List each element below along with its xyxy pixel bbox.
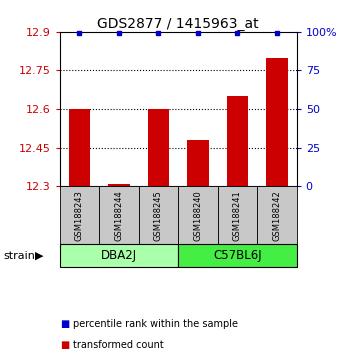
Text: ■: ■	[60, 340, 70, 350]
Bar	[187, 140, 209, 186]
Text: GSM188245: GSM188245	[154, 190, 163, 241]
Bar	[148, 109, 169, 186]
Bar	[108, 184, 130, 186]
Text: GSM188241: GSM188241	[233, 190, 242, 241]
Bar	[218, 186, 257, 244]
Bar	[226, 96, 248, 186]
Bar	[178, 186, 218, 244]
Text: DBA2J: DBA2J	[101, 249, 137, 262]
Text: ■: ■	[60, 319, 70, 329]
Text: percentile rank within the sample: percentile rank within the sample	[73, 319, 238, 329]
Text: GSM188242: GSM188242	[272, 190, 281, 241]
Text: transformed count: transformed count	[73, 340, 164, 350]
Title: GDS2877 / 1415963_at: GDS2877 / 1415963_at	[98, 17, 259, 31]
Bar	[257, 186, 297, 244]
Text: ▶: ▶	[35, 251, 43, 261]
Bar	[99, 186, 139, 244]
Bar	[69, 109, 90, 186]
Text: GSM188240: GSM188240	[193, 190, 203, 241]
Bar	[178, 244, 297, 267]
Text: GSM188243: GSM188243	[75, 190, 84, 241]
Text: strain: strain	[3, 251, 35, 261]
Bar	[60, 186, 99, 244]
Bar	[266, 58, 288, 186]
Text: GSM188244: GSM188244	[115, 190, 123, 241]
Text: C57BL6J: C57BL6J	[213, 249, 262, 262]
Bar	[139, 186, 178, 244]
Bar	[60, 244, 178, 267]
